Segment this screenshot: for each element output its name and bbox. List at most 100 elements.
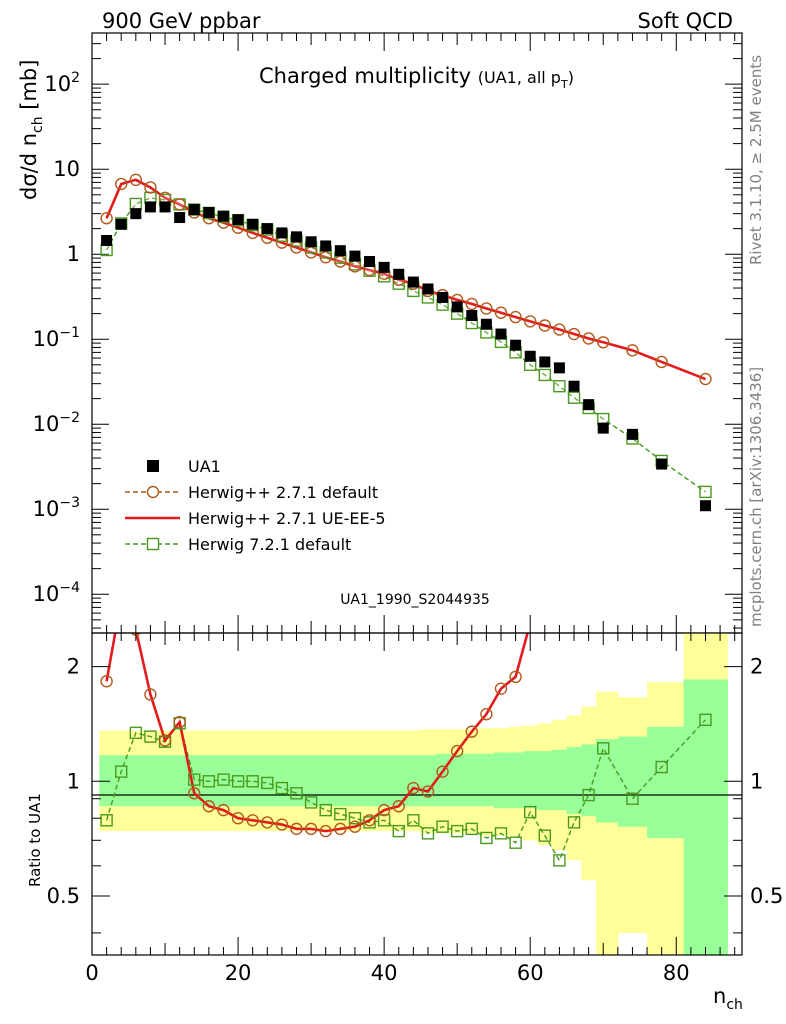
ratio-herwigpp-default-point (202, 800, 216, 813)
y-tick-label: 10 (53, 157, 80, 181)
ratio-series (100, 594, 712, 867)
inner-uncertainty-band (581, 744, 597, 817)
legend-marker-ua1 (147, 460, 159, 472)
ratio-herwigpp-default-point (100, 675, 113, 688)
inner-uncertainty-band (289, 755, 305, 807)
ua1-data-point (480, 318, 492, 330)
main-y-axis-label: dσ/d nch [mb] (17, 60, 46, 200)
ua1-data-point (334, 245, 346, 257)
inner-uncertainty-band (376, 755, 392, 807)
plot-title-main: Charged multiplicity (259, 64, 471, 88)
ratio-herwig7-point (392, 824, 405, 838)
herwigpp-default-point (699, 372, 712, 386)
ua1-data-point (626, 428, 638, 440)
svg-text:Charged multiplicity (UA: Charged multiplicity (UA1, all pT) (259, 64, 574, 91)
ua1-data-point (320, 240, 332, 252)
inner-uncertainty-band (479, 753, 495, 807)
herwigpp-default-point (319, 251, 332, 264)
ua1-data-point (583, 399, 595, 411)
ratio-herwig7-point (275, 781, 289, 795)
x-axis-ticks: 0 20 40 60 80 (85, 33, 736, 985)
ua1-data-point (378, 261, 390, 273)
ua1-data-point (159, 201, 171, 213)
ua1-data-point (261, 223, 273, 235)
herwigpp-default-point (655, 355, 668, 369)
ratio-axis-ticks: 0.5 0.5 1 1 2 2 (47, 655, 783, 934)
ratio-plot-panel: 0.5 0.5 1 1 2 2 (47, 594, 783, 956)
inner-uncertainty-band (259, 755, 276, 807)
ratio-herwigpp-default-point (116, 594, 127, 605)
ua1-data-point (349, 250, 361, 262)
ua1-data-point (203, 206, 215, 218)
ua1-data-point (232, 214, 244, 226)
plot-title-sub-t: T (560, 78, 568, 91)
series-line-herwig7 (105, 197, 706, 493)
ratio-herwig7-point (348, 812, 362, 825)
ratio-herwigpp-default-point (480, 707, 493, 721)
ua1-data-point (188, 204, 200, 216)
ratio-herwig7-point (465, 822, 478, 836)
plot-title-sub: (UA1, all p (478, 68, 561, 87)
herwig7-point (699, 485, 712, 499)
ratio-herwig7-point (450, 824, 464, 838)
ua1-data-point (130, 208, 142, 220)
inner-uncertainty-band (128, 755, 144, 807)
y-tick-label: 10−2 (33, 410, 80, 436)
ratio-herwigpp-default-point (392, 800, 405, 813)
ua1-data-point (510, 339, 522, 351)
ratio-herwig7-point (261, 776, 274, 790)
herwigpp-default-point (480, 302, 493, 315)
ua1-data-point (597, 422, 609, 434)
ratio-y-tick-label: 0.5 (47, 884, 80, 908)
ratio-y-tick-label-right: 2 (750, 655, 763, 679)
x-tick-label: 0 (85, 961, 98, 985)
herwig7-point (129, 197, 143, 211)
ratio-herwigpp-default-point (290, 822, 303, 836)
ratio-herwigpp-default-point (304, 822, 318, 836)
ratio-herwigpp-default-point (144, 688, 157, 701)
inner-uncertainty-band (464, 753, 480, 807)
ratio-herwigpp-default-point (246, 814, 259, 827)
herwigpp-default-point (465, 297, 478, 311)
ratio-herwigpp-default-point (158, 734, 172, 747)
ratio-herwigpp-default-point (509, 670, 522, 684)
ratio-herwig7-point (129, 726, 143, 740)
inner-uncertainty-band (552, 749, 568, 811)
inner-uncertainty-band (595, 739, 619, 823)
ua1-data-point (305, 236, 317, 248)
herwig7-point (553, 380, 566, 393)
herwig7-point (567, 391, 581, 404)
ua1-data-point (101, 234, 113, 246)
ratio-herwigpp-default-point (363, 814, 376, 827)
inner-uncertainty-band (493, 752, 509, 809)
ratio-herwigpp-default-point (583, 594, 594, 605)
inner-uncertainty-band (143, 755, 159, 807)
ua1-data-point (539, 356, 551, 368)
ua1-data-point (276, 227, 288, 239)
y-tick-label: 1 (67, 242, 80, 266)
ratio-herwig7-point (524, 805, 537, 819)
main-plot-panel: 102 10 1 10−1 10−2 10−3 10−4 (33, 32, 743, 634)
y-tick-label: 10−3 (33, 495, 80, 521)
legend-label: UA1 (188, 457, 221, 476)
ratio-herwigpp-default-point (421, 785, 435, 798)
ratio-herwigpp-default-point (539, 611, 550, 622)
inner-uncertainty-band (303, 755, 319, 807)
header-left: 900 GeV ppbar (102, 9, 261, 33)
ratio-herwigpp-default-point (407, 781, 420, 795)
legend-marker-herwigpp-default (146, 485, 160, 499)
ua1-data-point (115, 218, 127, 230)
rivet-version-note: Rivet 3.1.10, ≥ 2.5M events (747, 55, 765, 265)
ratio-herwig7-point (290, 787, 303, 800)
ratio-herwigpp-default-point (465, 725, 478, 738)
ratio-herwig7-point (319, 803, 332, 817)
main-axis-ticks: 102 10 1 10−1 10−2 10−3 10−4 (33, 43, 742, 629)
herwigpp-default-point (538, 319, 552, 332)
ua1-data-point (217, 210, 229, 222)
main-series (100, 173, 712, 512)
ratio-herwigpp-default-point (261, 816, 274, 829)
ratio-y-tick-label-right: 0.5 (750, 884, 783, 908)
ratio-herwigpp-default-point (494, 682, 508, 695)
ua1-data-point (451, 301, 463, 313)
ratio-herwig7-point (246, 775, 259, 788)
